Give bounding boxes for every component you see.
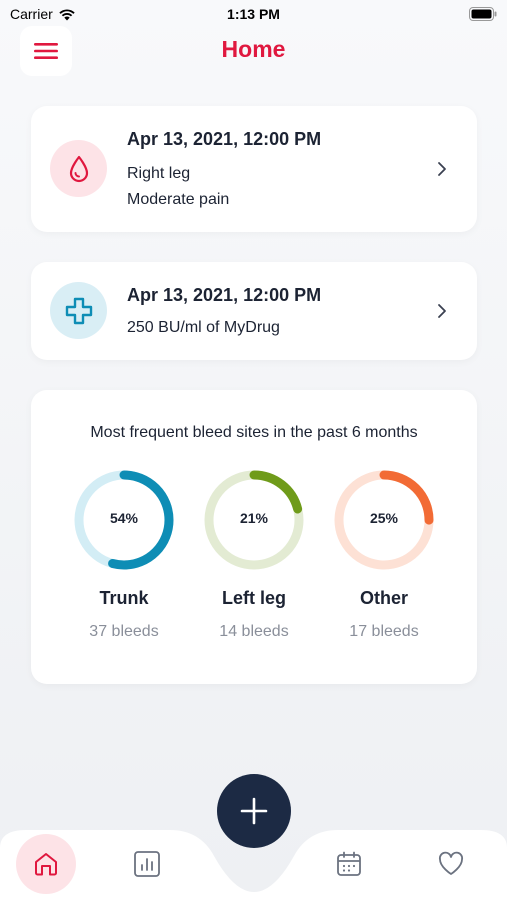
calendar-icon: [337, 851, 361, 876]
donut-arc: [204, 470, 304, 570]
home-icon: [35, 853, 57, 876]
plus-icon: [240, 797, 268, 825]
carrier-label: Carrier: [10, 6, 53, 22]
entry-location: Right leg: [127, 165, 191, 182]
chevron-right-icon: [438, 162, 446, 176]
site-count: 17 bleeds: [349, 623, 419, 640]
treatment-entry-card[interactable]: Apr 13, 2021, 12:00 PM 250 BU/ml of MyDr…: [31, 262, 477, 360]
status-time: 1:13 PM: [227, 6, 280, 22]
bleed-icon-circle: [50, 140, 107, 197]
battery-icon: [469, 7, 497, 26]
status-carrier: Carrier: [10, 6, 76, 22]
site-name: Other: [359, 588, 408, 608]
site-count: 37 bleeds: [89, 623, 159, 640]
entry-pain: Moderate pain: [127, 191, 230, 208]
chart-icon: [134, 851, 160, 877]
add-entry-button[interactable]: [217, 774, 291, 848]
blood-drop-icon: [69, 155, 88, 182]
stats-title: Most frequent bleed sites in the past 6 …: [90, 424, 418, 441]
tab-favorites[interactable]: [421, 834, 481, 894]
donut-arc: [334, 470, 434, 570]
bleed-sites-stats-card: Most frequent bleed sites in the past 6 …: [31, 390, 477, 684]
donut-chart: 54%: [72, 468, 176, 572]
site-name: Trunk: [99, 588, 149, 608]
chevron-right-icon: [438, 304, 446, 318]
tab-bar: [0, 808, 507, 900]
donut-percent: 25%: [369, 510, 399, 526]
site-count: 14 bleeds: [219, 623, 289, 640]
site-left-leg: 21% Left leg 14 bleeds: [189, 468, 319, 641]
entry-date: Apr 13, 2021, 12:00 PM: [127, 285, 322, 305]
menu-button[interactable]: [20, 26, 72, 76]
status-bar: Carrier 1:13 PM: [0, 0, 507, 30]
treatment-icon-circle: [50, 282, 107, 339]
bleed-entry-card[interactable]: Apr 13, 2021, 12:00 PM Right leg Moderat…: [31, 106, 477, 232]
site-trunk: 54% Trunk 37 bleeds: [59, 468, 189, 641]
tab-home[interactable]: [16, 834, 76, 894]
heart-icon: [439, 851, 463, 875]
page-title: Home: [221, 36, 286, 62]
site-name: Left leg: [221, 588, 286, 608]
wifi-icon: [59, 8, 75, 20]
site-other: 25% Other 17 bleeds: [319, 468, 449, 641]
medical-cross-icon: [65, 297, 92, 324]
tab-bar-background: [0, 830, 507, 900]
donut-chart: 21%: [202, 468, 306, 572]
entry-date: Apr 13, 2021, 12:00 PM: [127, 129, 322, 149]
donut-percent: 54%: [109, 510, 139, 526]
hamburger-menu-icon: [34, 43, 58, 59]
donut-chart: 25%: [332, 468, 436, 572]
tab-calendar[interactable]: [319, 834, 379, 894]
tab-statistics[interactable]: [117, 834, 177, 894]
donut-percent: 21%: [239, 510, 269, 526]
donut-arc: [74, 470, 174, 570]
entry-dose: 250 BU/ml of MyDrug: [127, 319, 280, 336]
